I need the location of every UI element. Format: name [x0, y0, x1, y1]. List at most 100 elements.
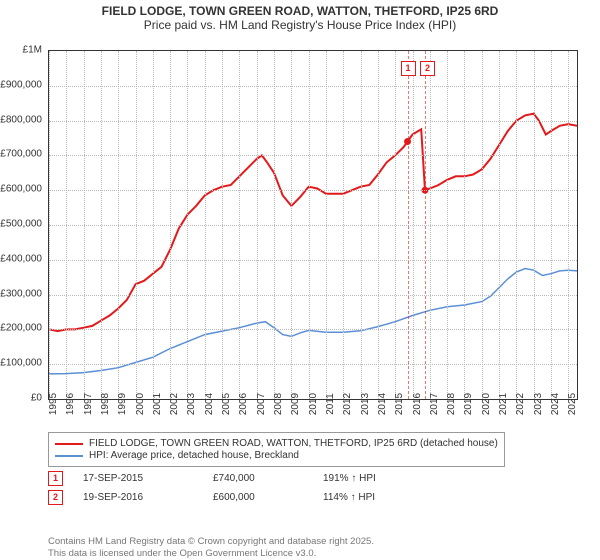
y-axis-label: £900,000: [0, 79, 42, 90]
gridline-h: [49, 225, 577, 226]
gridline-v: [326, 51, 327, 399]
gridline-h: [49, 121, 577, 122]
x-axis-label: 1998: [100, 393, 111, 415]
gridline-v: [205, 51, 206, 399]
y-axis-label: £0: [31, 393, 42, 404]
gridline-v: [361, 51, 362, 399]
legend-swatch: [55, 455, 83, 457]
gridline-v: [49, 51, 50, 399]
gridline-v: [274, 51, 275, 399]
x-axis-label: 2015: [394, 393, 405, 415]
x-axis-label: 2006: [238, 393, 249, 415]
chart-area: 12 £0£100,000£200,000£300,000£400,000£50…: [48, 50, 578, 400]
gridline-h: [49, 295, 577, 296]
gridline-v: [118, 51, 119, 399]
series-property: [49, 114, 577, 332]
gridline-v: [430, 51, 431, 399]
sale-row-change: 191% ↑ HPI: [323, 473, 376, 484]
footer: Contains HM Land Registry data © Crown c…: [48, 536, 374, 560]
x-axis-label: 2005: [221, 393, 232, 415]
sale-row-date: 17-SEP-2015: [83, 473, 213, 484]
y-axis-label: £100,000: [0, 358, 42, 369]
gridline-h: [49, 86, 577, 87]
footer-line-1: Contains HM Land Registry data © Crown c…: [48, 536, 374, 548]
gridline-v: [482, 51, 483, 399]
gridline-h: [49, 190, 577, 191]
y-axis-label: £1M: [23, 45, 42, 56]
x-axis-label: 2018: [446, 393, 457, 415]
y-axis-label: £300,000: [0, 288, 42, 299]
gridline-v: [395, 51, 396, 399]
sale-row-marker: 2: [48, 490, 63, 505]
legend-label: FIELD LODGE, TOWN GREEN ROAD, WATTON, TH…: [89, 438, 498, 449]
x-axis-label: 2021: [498, 393, 509, 415]
legend-area: FIELD LODGE, TOWN GREEN ROAD, WATTON, TH…: [48, 432, 578, 505]
y-axis-label: £600,000: [0, 184, 42, 195]
series-hpi: [49, 269, 577, 374]
x-axis-label: 2019: [463, 393, 474, 415]
chart-container: FIELD LODGE, TOWN GREEN ROAD, WATTON, TH…: [0, 0, 600, 560]
x-axis-label: 1995: [48, 393, 59, 415]
gridline-v: [534, 51, 535, 399]
sale-row-price: £740,000: [213, 473, 323, 484]
plot-frame: 12: [48, 50, 578, 400]
sale-row-marker: 1: [48, 471, 63, 486]
x-axis-label: 2014: [377, 393, 388, 415]
title-line-1: FIELD LODGE, TOWN GREEN ROAD, WATTON, TH…: [0, 4, 600, 18]
sales-table: 1 17-SEP-2015£740,000191% ↑ HPI 2 19-SEP-20…: [48, 471, 578, 505]
x-axis-label: 2024: [550, 393, 561, 415]
legend-label: HPI: Average price, detached house, Brec…: [89, 450, 299, 461]
gridline-v: [239, 51, 240, 399]
y-axis-label: £400,000: [0, 253, 42, 264]
gridline-v: [153, 51, 154, 399]
sale-marker-box: 1: [401, 61, 416, 76]
gridline-v: [343, 51, 344, 399]
gridline-h: [49, 329, 577, 330]
gridline-v: [170, 51, 171, 399]
gridline-v: [447, 51, 448, 399]
x-axis-label: 2025: [567, 393, 578, 415]
x-axis-label: 2012: [342, 393, 353, 415]
gridline-v: [291, 51, 292, 399]
sale-marker-vline: [408, 51, 409, 399]
title-line-2: Price paid vs. HM Land Registry's House …: [0, 18, 600, 32]
x-axis-label: 2023: [533, 393, 544, 415]
x-axis-label: 2020: [481, 393, 492, 415]
gridline-v: [257, 51, 258, 399]
gridline-v: [309, 51, 310, 399]
gridline-v: [84, 51, 85, 399]
x-axis-label: 2013: [360, 393, 371, 415]
y-axis-label: £700,000: [0, 149, 42, 160]
x-axis-label: 2016: [412, 393, 423, 415]
gridline-v: [66, 51, 67, 399]
gridline-h: [49, 155, 577, 156]
x-axis-label: 2003: [186, 393, 197, 415]
y-axis-label: £500,000: [0, 219, 42, 230]
x-axis-label: 2008: [273, 393, 284, 415]
title-block: FIELD LODGE, TOWN GREEN ROAD, WATTON, TH…: [0, 0, 600, 32]
legend-box: FIELD LODGE, TOWN GREEN ROAD, WATTON, TH…: [48, 432, 505, 467]
legend-swatch: [55, 443, 83, 445]
x-axis-label: 2007: [256, 393, 267, 415]
gridline-v: [499, 51, 500, 399]
sale-row-price: £600,000: [213, 492, 323, 503]
x-axis-label: 2002: [169, 393, 180, 415]
gridline-v: [136, 51, 137, 399]
x-axis-label: 1999: [117, 393, 128, 415]
sale-row-change: 114% ↑ HPI: [323, 492, 375, 503]
gridline-v: [187, 51, 188, 399]
sale-marker-box: 2: [420, 61, 435, 76]
x-axis-label: 2000: [135, 393, 146, 415]
x-axis-label: 2011: [325, 393, 336, 415]
sale-row: 2 19-SEP-2016£600,000114% ↑ HPI: [48, 490, 578, 505]
x-axis-label: 2004: [204, 393, 215, 415]
legend-row: FIELD LODGE, TOWN GREEN ROAD, WATTON, TH…: [55, 438, 498, 449]
gridline-h: [49, 364, 577, 365]
x-axis-label: 2010: [308, 393, 319, 415]
sale-row-date: 19-SEP-2016: [83, 492, 213, 503]
gridline-v: [222, 51, 223, 399]
x-axis-label: 1996: [65, 393, 76, 415]
sale-row: 1 17-SEP-2015£740,000191% ↑ HPI: [48, 471, 578, 486]
gridline-v: [516, 51, 517, 399]
gridline-h: [49, 260, 577, 261]
